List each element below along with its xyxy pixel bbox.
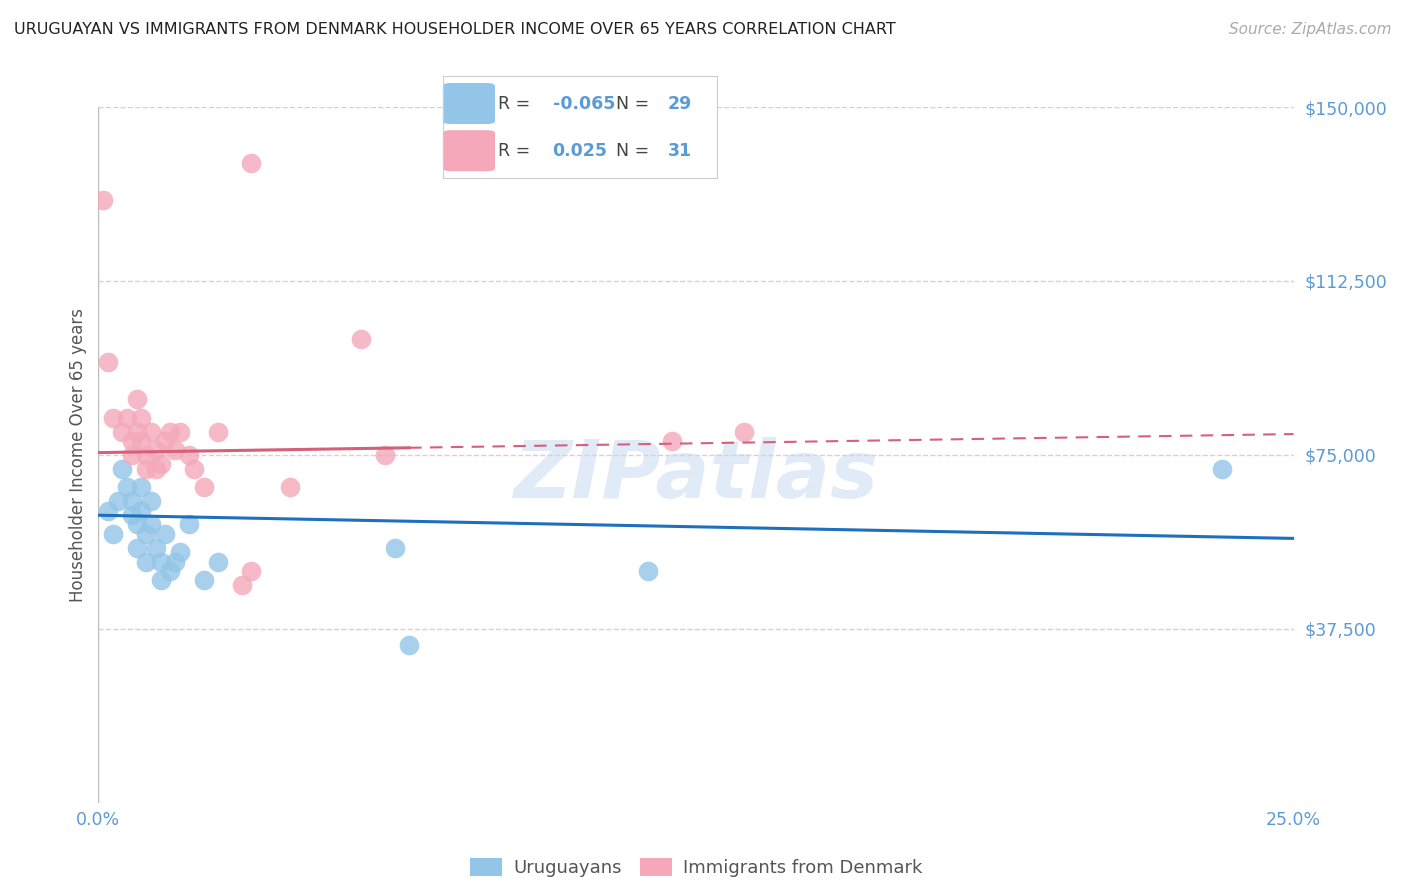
Point [193,480,215,494]
Point [661,434,683,448]
Point [240,564,263,578]
Point [398,638,420,652]
Point [107,494,129,508]
Text: ZIPatlas: ZIPatlas [513,437,879,515]
Point [131,480,153,494]
Point [101,526,124,541]
Text: R =: R = [498,142,536,160]
Point [131,503,153,517]
Text: 29: 29 [668,95,692,112]
Text: -0.065: -0.065 [553,95,614,112]
Point [374,448,396,462]
Point [115,410,138,425]
Point [125,425,148,439]
Text: 31: 31 [668,142,692,160]
Point [115,480,138,494]
Point [135,448,157,462]
Point [179,517,201,532]
Legend: Uruguayans, Immigrants from Denmark: Uruguayans, Immigrants from Denmark [463,851,929,884]
Point [169,545,191,559]
Point [159,564,181,578]
Point [1211,462,1233,476]
Point [155,526,177,541]
Point [183,462,205,476]
Point [231,578,253,592]
Point [163,443,186,458]
Text: N =: N = [616,142,654,160]
Point [139,494,162,508]
FancyBboxPatch shape [443,83,495,124]
Point [278,480,301,494]
Point [131,410,153,425]
Point [159,425,181,439]
Point [240,155,263,169]
Text: 0.025: 0.025 [553,142,607,160]
Point [135,555,157,569]
Point [121,448,143,462]
Point [145,443,167,458]
Point [193,573,215,587]
Point [149,555,172,569]
Point [121,494,143,508]
Point [125,392,148,407]
Point [139,425,162,439]
Point [733,425,755,439]
Point [163,555,186,569]
Point [111,425,134,439]
Point [125,517,148,532]
Point [111,462,134,476]
Text: Source: ZipAtlas.com: Source: ZipAtlas.com [1229,22,1392,37]
Point [145,462,167,476]
Point [155,434,177,448]
Point [135,462,157,476]
Point [139,517,162,532]
Point [179,448,201,462]
Point [131,434,153,448]
Point [91,193,114,207]
Point [101,410,124,425]
Y-axis label: Householder Income Over 65 years: Householder Income Over 65 years [69,308,87,602]
Point [207,555,229,569]
Point [149,457,172,471]
Point [125,541,148,555]
Text: R =: R = [498,95,536,112]
Point [97,503,120,517]
Point [135,526,157,541]
Point [121,434,143,448]
Point [384,541,406,555]
Point [637,564,659,578]
Text: N =: N = [616,95,654,112]
Point [97,355,120,369]
Point [350,332,373,346]
Point [207,425,229,439]
Point [121,508,143,523]
Point [169,425,191,439]
Point [145,541,167,555]
FancyBboxPatch shape [443,130,495,171]
Text: URUGUAYAN VS IMMIGRANTS FROM DENMARK HOUSEHOLDER INCOME OVER 65 YEARS CORRELATIO: URUGUAYAN VS IMMIGRANTS FROM DENMARK HOU… [14,22,896,37]
Point [149,573,172,587]
